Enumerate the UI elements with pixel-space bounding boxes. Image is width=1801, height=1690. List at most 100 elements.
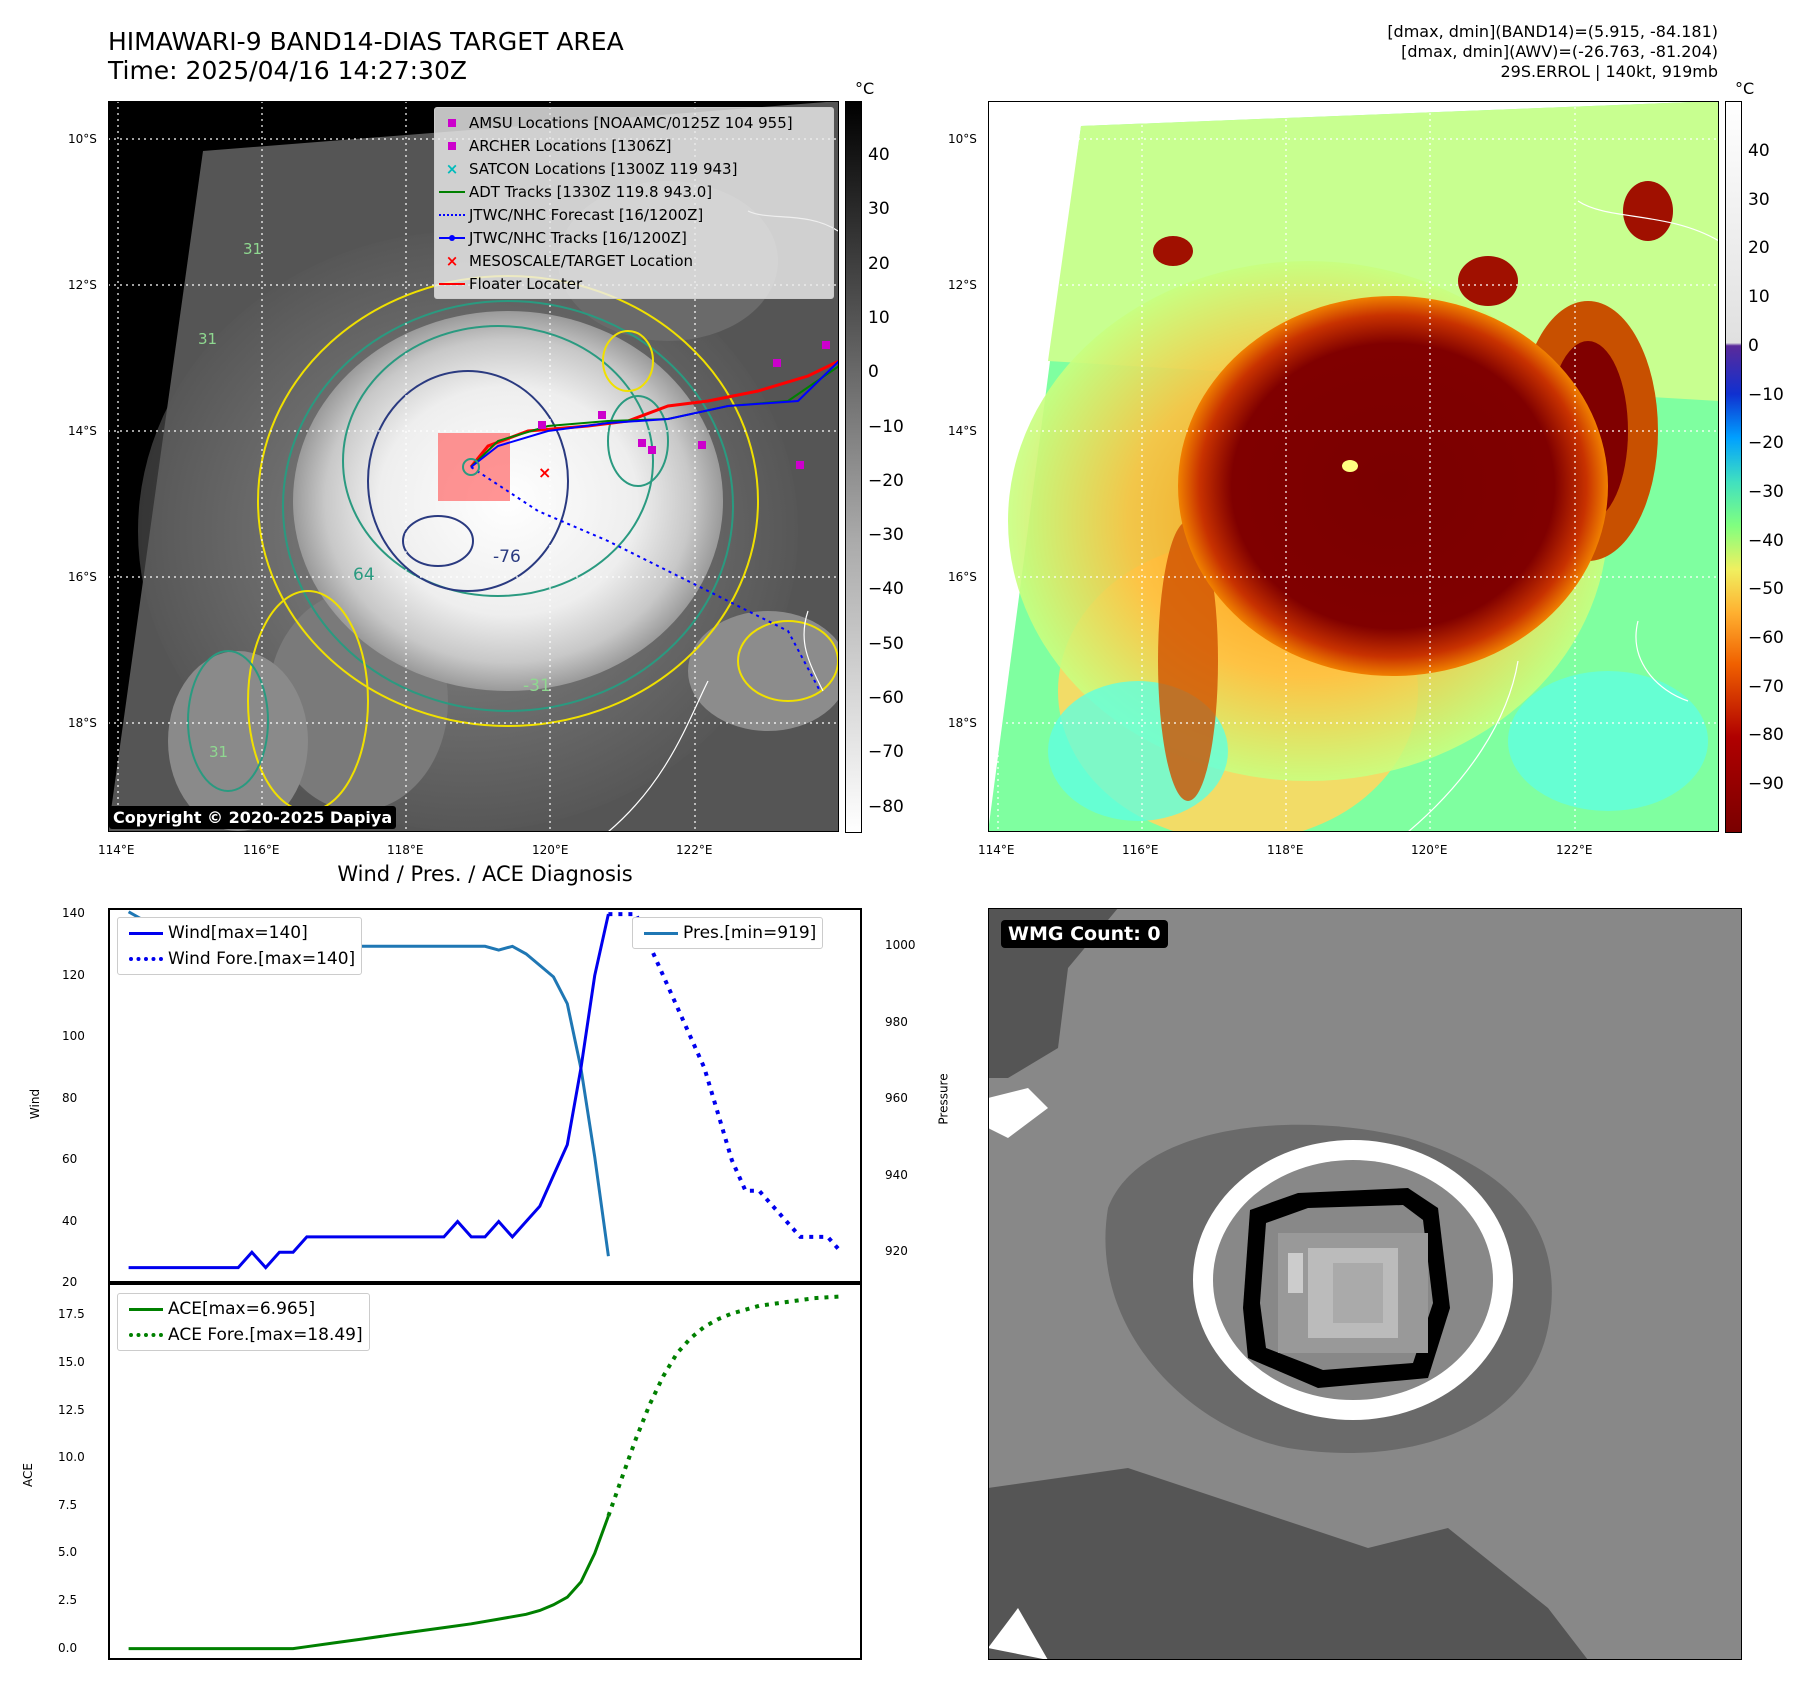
title-line-1: HIMAWARI-9 BAND14-DIAS TARGET AREA — [108, 27, 624, 56]
colorbar-tick-label: 10 — [1748, 287, 1770, 308]
plot-frame — [108, 908, 862, 1283]
contour-label: 31 — [209, 743, 229, 761]
legend-item-amsu: AMSU Locations [NOAAMC/0125Z 104 955] — [435, 111, 833, 134]
lon-label: 118°E — [1267, 843, 1304, 857]
legend-item-tracks: JTWC/NHC Tracks [16/1200Z] — [435, 226, 833, 249]
awv-water-vapor-map — [988, 101, 1719, 832]
legend-label: Floater Locater — [469, 274, 583, 293]
lon-label: 114°E — [978, 843, 1015, 857]
legend-label: ACE Fore.[max=18.49] — [168, 1325, 363, 1345]
colorbar-tick-label: −40 — [1748, 530, 1784, 551]
colorbar-tick-label: 10 — [868, 307, 890, 328]
colorbar-tick-label: −70 — [1748, 676, 1784, 697]
colorbar-unit: °C — [1735, 79, 1755, 98]
ace-series-line — [128, 1515, 610, 1651]
colorbar-tick-label: −30 — [1748, 481, 1784, 502]
figure-title: HIMAWARI-9 BAND14-DIAS TARGET AREA Time:… — [108, 27, 624, 85]
lon-label: 116°E — [1122, 843, 1159, 857]
colorbar-tick-label: −40 — [868, 579, 904, 600]
lon-label: 114°E — [98, 843, 135, 857]
contour-label: 31 — [243, 240, 263, 258]
colorbar-tick-label: −90 — [1748, 774, 1784, 795]
pressure-tick-label: 920 — [885, 1244, 908, 1259]
info-line-1: [dmax, dmin](BAND14)=(5.915, -84.181) — [1387, 22, 1718, 41]
colorbar-tick-label: −60 — [1748, 628, 1784, 648]
colorbar-tick-label: −70 — [868, 742, 904, 763]
lat-label: 12°S — [68, 278, 97, 292]
colorbar-tick-label: 0 — [1748, 335, 1759, 356]
colorbar-tick-label: −20 — [1748, 433, 1784, 454]
ir-legend: AMSU Locations [NOAAMC/0125Z 104 955] AR… — [434, 107, 834, 299]
legend-item-ace: ACE[max=6.965] — [124, 1296, 363, 1322]
diagnosis-chart-title: Wind / Pres. / ACE Diagnosis — [337, 862, 633, 886]
colorbar-tick-label: −50 — [868, 633, 904, 654]
dotted-line-icon — [435, 208, 469, 222]
legend-label: ARCHER Locations [1306Z] — [469, 136, 672, 155]
ace-forecast-series-line — [606, 1294, 842, 1517]
colorbar-tick-label: 20 — [868, 253, 890, 274]
lon-label: 120°E — [532, 843, 569, 857]
line-icon — [124, 926, 168, 940]
line-dot-icon — [435, 231, 469, 245]
title-line-2: Time: 2025/04/16 14:27:30Z — [108, 56, 467, 85]
lon-label: 116°E — [243, 843, 280, 857]
intensity-info: [dmax, dmin](BAND14)=(5.915, -84.181) [d… — [1387, 22, 1718, 82]
legend-item-forecast: JTWC/NHC Forecast [16/1200Z] — [435, 203, 833, 226]
ace-legend: ACE[max=6.965] ACE Fore.[max=18.49] — [117, 1293, 370, 1351]
line-icon — [639, 926, 683, 940]
lat-label: 10°S — [948, 132, 977, 146]
legend-label: ADT Tracks [1330Z 119.8 943.0] — [469, 182, 713, 201]
colorbar-tick-label: −50 — [1748, 579, 1784, 600]
colorbar-tick-label: 20 — [1748, 238, 1770, 259]
lon-label: 122°E — [676, 843, 713, 857]
colorbar-tick-label: 0 — [868, 362, 879, 383]
ace-tick-label: 15.0 — [58, 1354, 85, 1369]
lat-label: 16°S — [68, 570, 97, 584]
legend-label: Wind[max=140] — [168, 923, 308, 943]
info-line-2: [dmax, dmin](AWV)=(-26.763, -81.204) — [1401, 42, 1718, 61]
legend-label: SATCON Locations [1300Z 119 943] — [469, 159, 738, 178]
line-icon — [435, 185, 469, 199]
colorbar-tick-label: 30 — [868, 199, 890, 220]
wind-tick-label: 80 — [62, 1090, 78, 1105]
square-marker-icon — [435, 139, 469, 153]
pressure-axis-label: Pressure — [936, 1073, 951, 1125]
colorbar-tick-label: −80 — [868, 796, 904, 817]
square-marker-icon — [435, 116, 469, 130]
ace-tick-label: 2.5 — [58, 1592, 78, 1607]
ace-tick-label: 17.5 — [58, 1307, 85, 1322]
ace-tick-label: 10.0 — [58, 1450, 85, 1465]
legend-item-target: × MESOSCALE/TARGET Location — [435, 249, 833, 272]
legend-label: JTWC/NHC Forecast [16/1200Z] — [469, 205, 704, 224]
lat-label: 16°S — [948, 570, 977, 584]
contour-label: 64 — [353, 565, 375, 585]
legend-item-satcon: × SATCON Locations [1300Z 119 943] — [435, 157, 833, 180]
wind-forecast-series-line — [608, 912, 843, 1254]
wind-tick-label: 40 — [62, 1213, 78, 1228]
wind-tick-label: 120 — [62, 967, 85, 982]
colorbar-tick-label: 40 — [868, 145, 890, 165]
ace-tick-label: 0.0 — [58, 1640, 78, 1655]
lat-label: 10°S — [68, 132, 97, 146]
legend-item-archer: ARCHER Locations [1306Z] — [435, 134, 833, 157]
ir-colorbar — [845, 101, 862, 833]
line-icon — [435, 277, 469, 291]
lat-label: 14°S — [68, 424, 97, 438]
ace-chart — [108, 1283, 862, 1660]
wind-tick-label: 60 — [62, 1152, 78, 1167]
wmg-eye-map — [988, 908, 1742, 1660]
pressure-legend: Pres.[min=919] — [632, 917, 824, 949]
lon-label: 122°E — [1556, 843, 1593, 857]
colorbar-tick-label: −10 — [1748, 384, 1784, 405]
awv-colorbar — [1725, 101, 1742, 833]
wind-tick-label: 100 — [62, 1029, 85, 1044]
pressure-tick-label: 980 — [885, 1014, 908, 1029]
wmg-count-badge: WMG Count: 0 — [1001, 920, 1168, 948]
wind-legend: Wind[max=140] Wind Fore.[max=140] — [117, 917, 363, 975]
pressure-tick-label: 960 — [885, 1091, 908, 1106]
ace-tick-label: 7.5 — [58, 1497, 78, 1512]
legend-label: Wind Fore.[max=140] — [168, 949, 356, 969]
wind-tick-label: 20 — [62, 1275, 78, 1289]
legend-item-wind: Wind[max=140] — [124, 920, 355, 946]
contour-label: -31 — [523, 676, 551, 696]
